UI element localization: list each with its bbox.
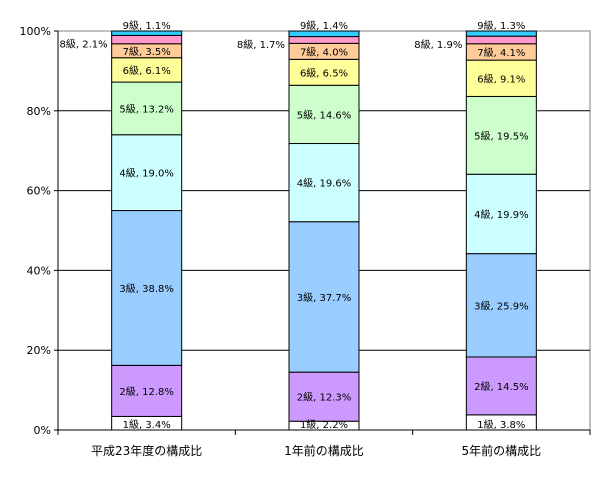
segment-label: 9級, 1.4% [300, 19, 348, 32]
segment-label: 7級, 3.5% [123, 45, 171, 58]
segment-label: 9級, 1.3% [477, 19, 525, 32]
bar-segment [111, 364, 183, 417]
y-tick-label: 40% [27, 264, 51, 277]
segment-label: 1級, 2.2% [300, 418, 348, 431]
segment-label: 9級, 1.1% [123, 19, 171, 32]
bar-segment [465, 173, 537, 255]
segment-label: 5級, 13.2% [119, 102, 174, 115]
segment-label: 3級, 38.8% [119, 282, 174, 295]
segment-label: 7級, 4.0% [300, 45, 348, 58]
bar-segment [288, 30, 360, 38]
segment-label: 3級, 25.9% [474, 299, 529, 312]
segment-label: 8級, 1.9% [414, 38, 462, 51]
x-category-label: 1年前の構成比 [284, 443, 364, 458]
bar-segment [111, 30, 183, 36]
y-tick-label: 20% [27, 344, 51, 357]
x-category-label: 5年前の構成比 [462, 443, 542, 458]
x-category-label: 平成23年度の構成比 [91, 443, 202, 458]
segment-label: 6級, 6.1% [123, 64, 171, 77]
segment-label: 6級, 6.5% [300, 66, 348, 79]
bar-segment [465, 30, 537, 37]
segment-label: 4級, 19.9% [474, 208, 529, 221]
bar-segment [111, 57, 183, 83]
axes: 0% 20% 40% 60% 80% 100% 平成23年度の構成比 1年前の構成比 5年前の構… [20, 25, 591, 458]
y-tick-label: 60% [27, 185, 51, 198]
segment-label: 2級, 12.8% [119, 385, 174, 398]
segment-label: 2級, 12.3% [297, 391, 352, 404]
bar-segment [465, 95, 537, 175]
segment-label: 5級, 19.5% [474, 129, 529, 142]
y-tick-label: 80% [27, 105, 51, 118]
bar-segment [465, 35, 537, 45]
segment-label: 1級, 3.4% [123, 418, 171, 431]
segment-label: 3級, 37.7% [297, 291, 352, 304]
bar-segment [111, 81, 183, 136]
y-tick-label: 100% [20, 25, 51, 38]
segment-label: 4級, 19.0% [119, 167, 174, 180]
bar-segment [288, 143, 360, 223]
segment-label: 8級, 1.7% [237, 38, 285, 51]
bar-stacks [111, 30, 537, 431]
segment-label: 8級, 2.1% [60, 38, 108, 51]
bar-segment [111, 134, 183, 212]
segment-label: 6級, 9.1% [477, 72, 525, 85]
bar-segment [288, 371, 360, 422]
bar-segment [288, 221, 360, 373]
segment-label: 5級, 14.6% [297, 108, 352, 121]
bar-segment [465, 59, 537, 97]
bar-segment [288, 58, 360, 86]
segment-label: 4級, 19.6% [297, 177, 352, 190]
segment-label: 2級, 14.5% [474, 380, 529, 393]
bar-segment [111, 34, 183, 45]
bar-segment [111, 210, 183, 366]
segment-label: 1級, 3.8% [477, 418, 525, 431]
y-tick-label: 0% [34, 424, 51, 437]
segment-labels: 1級, 3.4% 2級, 12.8% 3級, 38.8% 4級, 19.0% 5級, 1… [60, 19, 529, 431]
segment-label: 7級, 4.1% [477, 46, 525, 59]
bar-segment [288, 36, 360, 44]
